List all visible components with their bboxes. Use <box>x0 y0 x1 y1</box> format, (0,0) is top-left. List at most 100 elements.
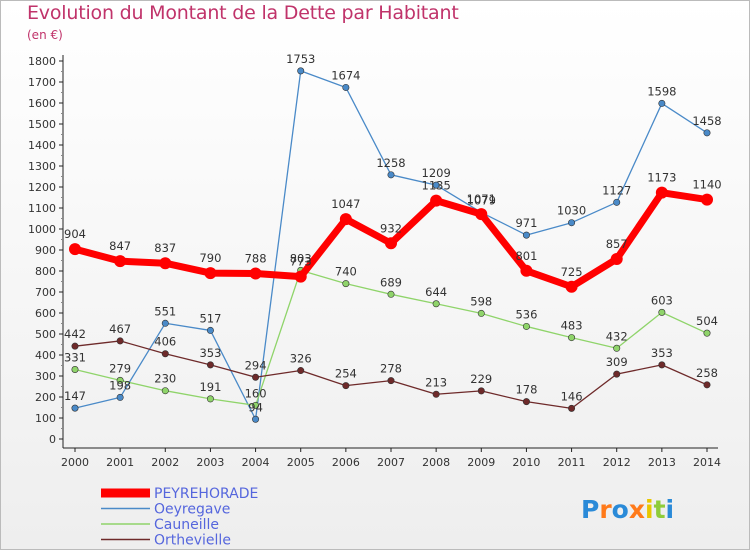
series-lines <box>69 67 713 423</box>
data-point <box>339 213 352 226</box>
data-point <box>655 186 668 199</box>
data-point <box>387 290 395 298</box>
data-point <box>610 253 623 266</box>
y-tick-label: 600 <box>35 307 56 320</box>
data-label: 1071 <box>467 192 496 206</box>
data-label: 1753 <box>286 52 315 66</box>
proxiti-logo: Proxiti <box>581 495 674 524</box>
data-point <box>477 309 485 317</box>
data-label: 331 <box>64 350 86 364</box>
tick-labels: 0 100 200 300 400 500 600 700 800 900 1000 1100 1200… <box>28 55 721 469</box>
data-point <box>701 193 713 206</box>
data-point <box>522 322 530 330</box>
data-label: 603 <box>651 293 673 307</box>
data-label: 406 <box>154 335 176 349</box>
data-label: 847 <box>109 239 131 253</box>
x-tick-label: 2002 <box>151 456 179 469</box>
data-label: 803 <box>290 251 312 265</box>
data-point <box>297 67 305 75</box>
data-point <box>658 361 666 369</box>
data-label: 198 <box>109 378 131 392</box>
data-label: 837 <box>154 241 176 255</box>
data-label: 1127 <box>602 183 631 197</box>
y-tick-label: 500 <box>35 328 56 341</box>
data-point <box>252 373 260 381</box>
x-tick-label: 2000 <box>61 456 89 469</box>
y-tick-label: 1100 <box>28 202 56 215</box>
data-label: 230 <box>154 372 176 386</box>
data-label: 94 <box>248 400 263 414</box>
data-point <box>385 237 397 250</box>
data-point <box>432 390 440 398</box>
data-point <box>116 337 124 345</box>
y-tick-label: 400 <box>35 349 56 362</box>
data-label: 213 <box>425 375 447 389</box>
y-tick-label: 1500 <box>28 118 56 131</box>
data-point <box>522 231 530 239</box>
x-tick-label: 2005 <box>287 456 315 469</box>
data-label: 517 <box>199 311 221 325</box>
data-label: 1140 <box>692 178 721 192</box>
data-label: 254 <box>335 367 357 381</box>
data-point <box>387 377 395 385</box>
data-point <box>161 350 169 358</box>
y-tick-label: 1600 <box>28 97 56 110</box>
data-point <box>568 334 576 342</box>
data-label: 1458 <box>692 114 721 128</box>
data-label: 904 <box>64 227 86 241</box>
data-point <box>520 264 533 277</box>
chart-title: Evolution du Montant de la Dette par Hab… <box>27 2 459 24</box>
legend-label: Cauneille <box>154 517 219 533</box>
data-point <box>477 387 485 395</box>
data-label: 801 <box>515 249 537 263</box>
data-label: 551 <box>154 304 176 318</box>
x-tick-label: 2004 <box>242 456 270 469</box>
data-point <box>432 300 440 308</box>
y-tick-label: 1000 <box>28 223 56 236</box>
data-label: 1047 <box>331 197 360 211</box>
data-point <box>522 398 530 406</box>
data-label: 1258 <box>376 156 405 170</box>
data-label: 258 <box>696 366 718 380</box>
data-label: 483 <box>561 319 583 333</box>
x-tick-label: 2007 <box>377 456 405 469</box>
data-label: 279 <box>109 361 131 375</box>
data-label: 278 <box>380 362 402 376</box>
data-point <box>159 257 172 270</box>
data-point <box>342 83 350 91</box>
chart-subtitle: (en €) <box>27 28 63 42</box>
data-label: 1135 <box>422 179 451 193</box>
data-point <box>613 344 621 352</box>
x-tick-label: 2014 <box>693 456 721 469</box>
data-label: 229 <box>470 372 492 386</box>
legend-label: Oeyregave <box>154 502 230 518</box>
data-label: 1030 <box>557 204 586 218</box>
y-tick-label: 1400 <box>28 139 56 152</box>
legend-label: Orthevielle <box>154 533 231 549</box>
data-label: 644 <box>425 285 447 299</box>
data-point <box>206 395 214 403</box>
data-point <box>161 387 169 395</box>
y-tick-label: 100 <box>35 412 56 425</box>
y-tick-label: 1200 <box>28 181 56 194</box>
y-tick-label: 1700 <box>28 76 56 89</box>
data-label: 504 <box>696 314 718 328</box>
data-label: 353 <box>199 346 221 360</box>
data-point <box>475 208 488 221</box>
x-tick-label: 2003 <box>196 456 224 469</box>
y-tick-label: 800 <box>35 265 56 278</box>
data-point <box>613 198 621 206</box>
data-point <box>71 365 79 373</box>
data-point <box>568 219 576 227</box>
data-label: 788 <box>245 252 267 266</box>
x-tick-label: 2010 <box>512 456 540 469</box>
data-label: 1173 <box>647 171 676 185</box>
data-label: 467 <box>109 322 131 336</box>
data-label: 1598 <box>647 84 676 98</box>
x-tick-label: 2012 <box>603 456 631 469</box>
data-point <box>69 243 81 256</box>
data-label: 725 <box>561 265 583 279</box>
data-point <box>249 267 262 280</box>
data-point <box>204 267 217 280</box>
